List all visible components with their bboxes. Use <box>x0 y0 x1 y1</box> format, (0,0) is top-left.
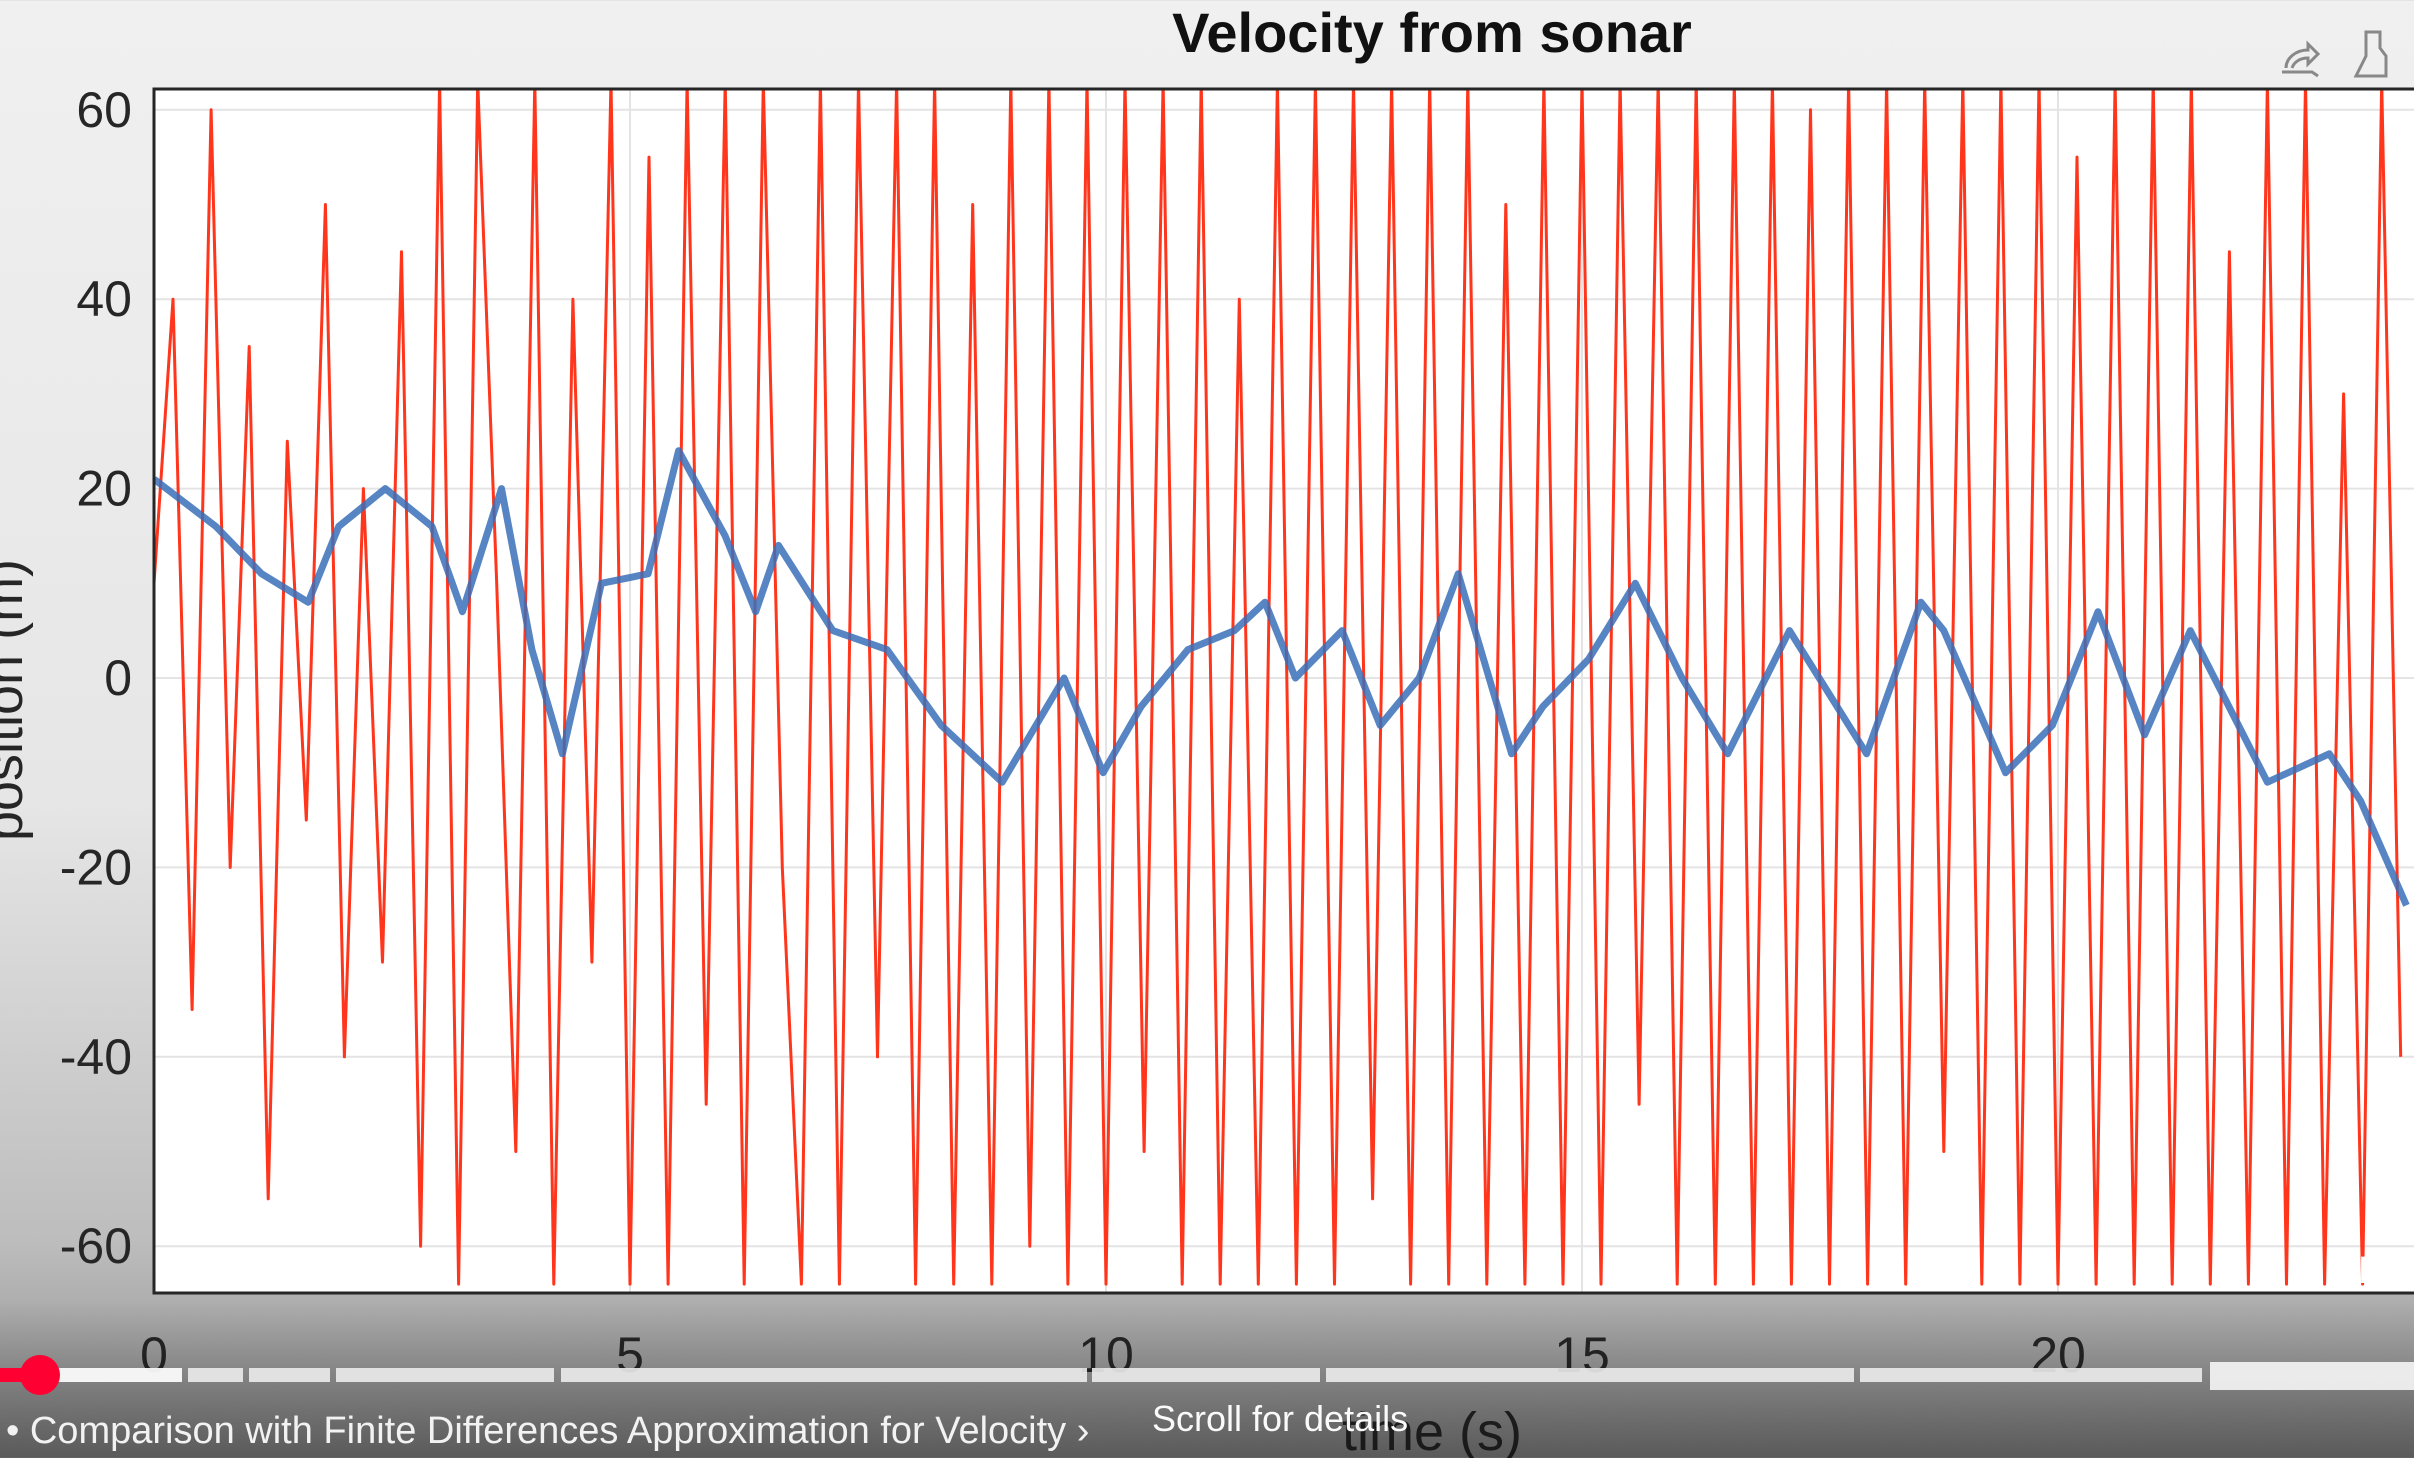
data-tip-label: Dat <box>2358 1250 2414 1292</box>
y-tick-label: 20 <box>76 461 132 517</box>
progress-segment[interactable] <box>1092 1368 1320 1382</box>
progress-segment[interactable] <box>1860 1368 2202 1382</box>
y-tick-label: 60 <box>76 82 132 138</box>
y-tick-label: 40 <box>76 271 132 327</box>
edit-data-icon[interactable] <box>2278 28 2330 80</box>
y-tick-label: -40 <box>60 1029 132 1085</box>
chapter-title[interactable]: • Comparison with Finite Differences App… <box>6 1410 1090 1452</box>
progress-segment[interactable] <box>561 1368 1087 1382</box>
finite-difference-series-line <box>154 89 2403 1286</box>
scrubber-handle[interactable] <box>20 1355 60 1395</box>
progress-segment[interactable] <box>1326 1368 1854 1382</box>
brush-icon[interactable] <box>2346 28 2398 80</box>
y-axis-label: position (m) <box>0 559 34 841</box>
x-axis-label: time (s) <box>1342 1402 1522 1458</box>
progress-segment[interactable] <box>249 1368 330 1382</box>
progress-segment-hover[interactable] <box>2210 1362 2414 1390</box>
scroll-hint: Scroll for details <box>1152 1398 1409 1439</box>
velocity-estimate-series-line <box>154 447 2410 907</box>
y-tick-label: -60 <box>60 1218 132 1274</box>
y-tick-label: -20 <box>60 839 132 895</box>
progress-segment[interactable] <box>336 1368 554 1382</box>
axes-box <box>152 87 2414 1295</box>
progress-segment[interactable] <box>188 1368 243 1382</box>
series-group <box>154 89 2410 1286</box>
chart-title: Velocity from sonar <box>1172 1 1692 64</box>
y-tick-label: 0 <box>104 650 132 706</box>
